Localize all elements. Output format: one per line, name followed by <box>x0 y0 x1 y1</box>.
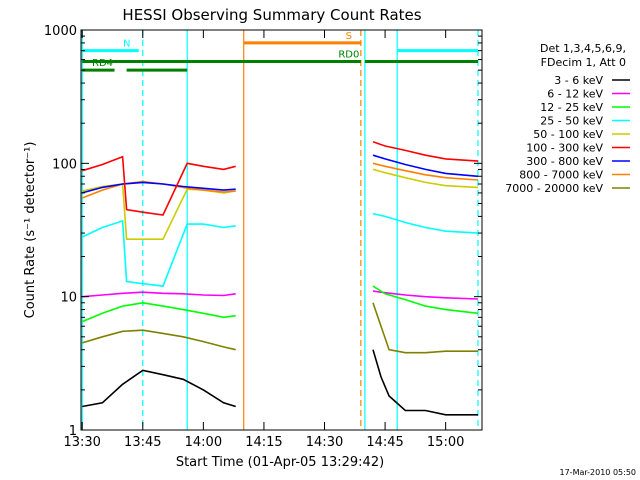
flag-label-rd0: RD0 <box>338 50 359 61</box>
flags-layer: N RD0 RD4 S <box>82 31 478 72</box>
x-tick-label-3: 14:15 <box>245 435 282 450</box>
legend-header-1: FDecim 1, Att 0 <box>541 56 626 69</box>
x-tick-label-2: 14:00 <box>185 435 222 450</box>
flag-label-rd4: RD4 <box>92 58 113 69</box>
y-tick-label-1: 10 <box>60 291 77 306</box>
legend-label-3: 25 - 50 keV <box>540 115 603 128</box>
axis-ticks: 13:30 13:45 14:00 14:15 14:30 14:45 15:00 1 10 10… <box>44 24 482 450</box>
y-tick-label-2: 100 <box>52 157 77 172</box>
chart-title: HESSI Observing Summary Count Rates <box>122 6 421 24</box>
series-layer <box>81 141 479 416</box>
y-axis-label: Count Rate (s⁻¹ detector⁻¹) <box>23 142 38 319</box>
legend-label-0: 3 - 6 keV <box>554 74 603 87</box>
x-tick-label-1: 13:45 <box>124 435 161 450</box>
legend-label-4: 50 - 100 keV <box>533 128 603 141</box>
legend-label-6: 300 - 800 keV <box>526 155 603 168</box>
legend-label-5: 100 - 300 keV <box>526 142 603 155</box>
plot-frame <box>80 29 483 431</box>
y-tick-label-0: 1 <box>69 424 77 439</box>
y-tick-label-3: 1000 <box>44 24 77 39</box>
x-tick-label-6: 15:00 <box>427 435 464 450</box>
flag-label-n: N <box>123 39 130 50</box>
legend-label-2: 12 - 25 keV <box>540 101 603 114</box>
legend: Det 1,3,4,5,6,9,FDecim 1, Att 0 3 - 6 keV… <box>505 42 630 195</box>
flag-label-s: S <box>346 31 352 42</box>
plot-timestamp: 17-Mar-2010 05:50 <box>560 468 637 477</box>
series-line-5 <box>81 141 479 216</box>
legend-label-1: 6 - 12 keV <box>547 88 603 101</box>
legend-header-0: Det 1,3,4,5,6,9, <box>540 42 626 55</box>
series-line-2 <box>81 285 479 323</box>
vertical-markers <box>81 30 479 430</box>
series-line-8 <box>81 302 478 354</box>
x-tick-label-0: 13:30 <box>63 435 100 450</box>
series-line-0 <box>82 349 478 416</box>
x-tick-label-5: 14:45 <box>366 435 403 450</box>
legend-label-8: 7000 - 20000 keV <box>505 182 603 195</box>
legend-label-7: 800 - 7000 keV <box>519 169 603 182</box>
x-tick-label-4: 14:30 <box>306 435 343 450</box>
series-line-3 <box>81 212 479 287</box>
x-axis-label: Start Time (01-Apr-05 13:29:42) <box>176 455 384 470</box>
series-line-6 <box>81 154 479 194</box>
